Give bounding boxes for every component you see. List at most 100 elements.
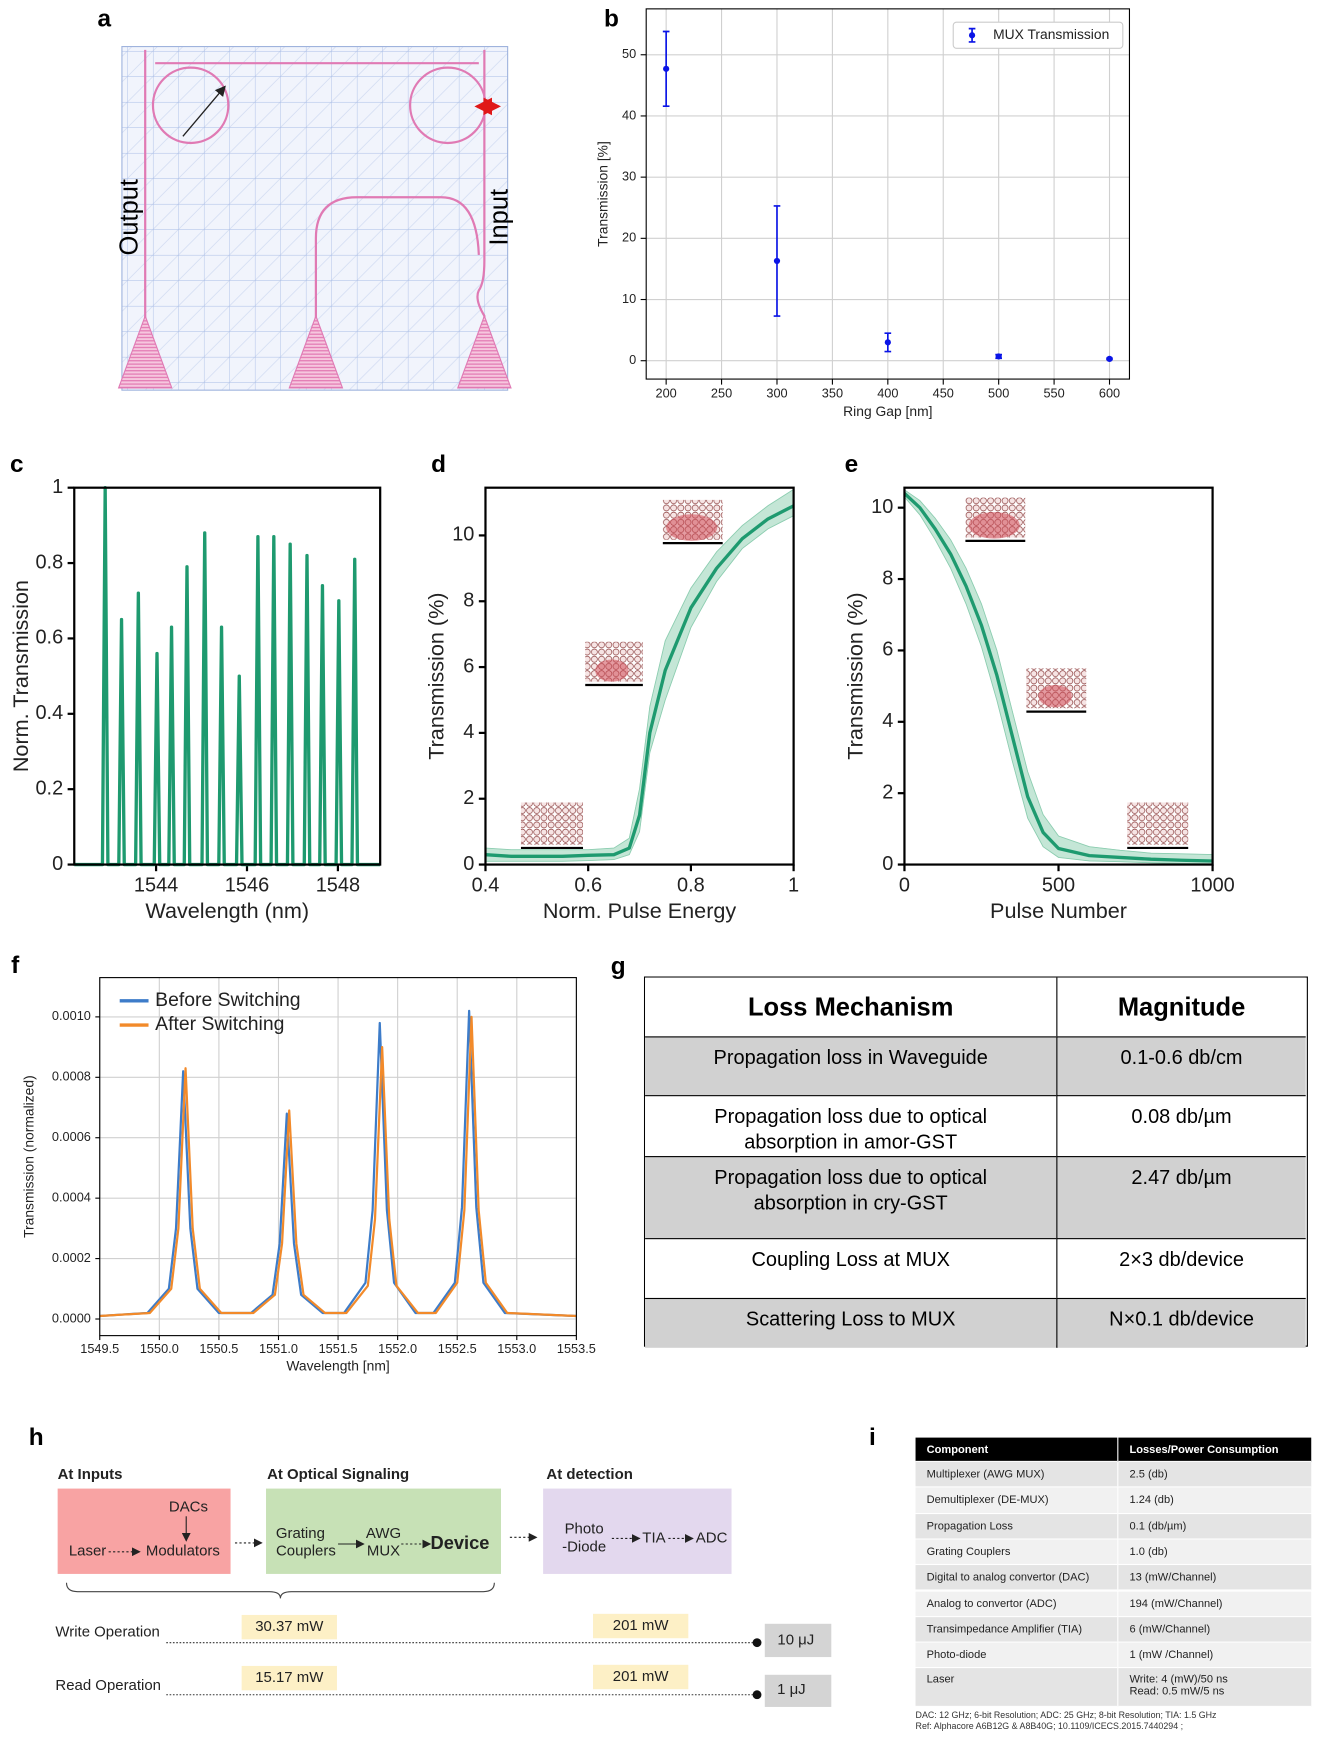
line <box>903 492 1213 863</box>
line <box>485 504 795 858</box>
table-cell: Propagation loss due to optical absorpti… <box>645 1095 1057 1157</box>
y-tick-label: 4 <box>882 710 893 732</box>
table-cell: Transimpedance Amplifier (TIA) <box>915 1616 1118 1643</box>
table-cell: 13 (mW/Channel) <box>1118 1565 1312 1592</box>
table-cell: 1.24 (db) <box>1118 1487 1312 1514</box>
y-tick-label: 0 <box>629 352 636 367</box>
band <box>1089 846 1121 862</box>
panel-h: At Inputs At Optical Signaling At detect… <box>55 1466 832 1707</box>
x-tick-label: 350 <box>822 386 843 401</box>
table-cell: Multiplexer (AWG MUX) <box>915 1461 1118 1488</box>
component-table: Component Losses/Power Consumption Multipl… <box>915 1437 1312 1710</box>
table-note: Ref: Alphacore A6B12G & A8B40G; 10.1109/… <box>915 1721 1184 1732</box>
y-tick-label: 0 <box>882 853 893 875</box>
table-cell: Photo-diode <box>915 1642 1118 1669</box>
table-cell: 194 (mW/Channel) <box>1118 1591 1312 1617</box>
table-cell: 2×3 db/device <box>1056 1238 1306 1298</box>
y-axis-label: Transmission [%] <box>595 141 611 247</box>
block-label: ADC <box>696 1529 728 1546</box>
stage-title: At Inputs <box>58 1466 123 1483</box>
stage-title: At detection <box>546 1466 632 1483</box>
table-cell: 6 (mW/Channel) <box>1118 1616 1312 1643</box>
y-tick-label: 40 <box>622 107 636 122</box>
panel-label: f <box>11 952 20 979</box>
block-label: Device <box>431 1532 490 1553</box>
x-tick-label: 500 <box>1042 874 1075 896</box>
y-tick-label: 0.0008 <box>52 1069 91 1084</box>
operation-end <box>752 1690 762 1700</box>
legend-label: Before Switching <box>155 989 300 1011</box>
table-cell: Analog to convertor (ADC) <box>915 1591 1118 1617</box>
y-tick-label: 0.8 <box>35 551 63 573</box>
x-tick-label: 1550.5 <box>199 1341 238 1356</box>
x-tick-label: 500 <box>988 386 1009 401</box>
stage-box <box>266 1488 501 1574</box>
loss-table: Loss Mechanism Magnitude Propagation loss … <box>643 976 1308 1348</box>
y-tick-label: 10 <box>622 291 636 306</box>
table-cell: 2.5 (db) <box>1118 1461 1312 1488</box>
table-cell: 0.1 (db/µm) <box>1118 1513 1312 1540</box>
x-axis-label: Wavelength [nm] <box>286 1357 389 1373</box>
y-tick-label: 0.2 <box>35 777 63 799</box>
x-tick-label: 300 <box>766 386 787 401</box>
block-label: Photo <box>565 1521 604 1538</box>
x-axis-label: Pulse Number <box>990 898 1127 923</box>
x-axis-label: Ring Gap [nm] <box>843 403 932 419</box>
y-tick-label: 2 <box>882 781 893 803</box>
table-cell: Component <box>915 1437 1118 1462</box>
stage-box <box>57 1488 231 1574</box>
x-tick-label: 450 <box>933 386 954 401</box>
y-tick-label: 1 <box>52 476 63 498</box>
block-label: -Diode <box>562 1538 606 1555</box>
y-tick-label: 10 <box>871 496 893 518</box>
power-value: 201 mW <box>613 1617 670 1634</box>
table-cell: 0.1-0.6 db/cm <box>1056 1036 1306 1096</box>
x-tick-label: 1544 <box>134 874 178 896</box>
x-tick-label: 1551.0 <box>259 1341 298 1356</box>
block-label: AWG <box>366 1525 401 1542</box>
stage-box <box>543 1488 732 1574</box>
table-note: DAC: 12 GHz; 6-bit Resolution; ADC: 25 G… <box>915 1710 1217 1721</box>
grating-coupler <box>456 314 512 389</box>
point <box>995 353 1002 360</box>
x-tick-label: 0.8 <box>677 874 705 896</box>
inset-amorphous <box>520 802 584 845</box>
energy-box <box>764 1674 832 1707</box>
plot-frame <box>645 8 1131 380</box>
legend-label: MUX Transmission <box>993 26 1109 42</box>
table-cell: Propagation loss due to optical absorpti… <box>645 1156 1057 1239</box>
power-value: 15.17 mW <box>255 1669 324 1686</box>
panel-labels: a b c d e f g h i <box>10 5 876 1451</box>
table-cell: 1.0 (db) <box>1118 1539 1312 1566</box>
panel-label: h <box>29 1424 44 1451</box>
plot-frame <box>484 486 795 866</box>
plot-frame <box>903 486 1214 866</box>
panel-label: b <box>604 5 619 32</box>
y-tick-label: 0.0010 <box>52 1008 91 1023</box>
y-tick-label: 0.0000 <box>52 1310 91 1325</box>
waveguides <box>144 49 487 333</box>
power-chip <box>592 1664 689 1690</box>
block-label: DACs <box>169 1498 208 1515</box>
energy-value: 1 μJ <box>777 1681 806 1698</box>
inset-crystal <box>1038 684 1072 708</box>
panel-a: Output Input <box>116 45 514 391</box>
table-cell: 0.08 db/µm <box>1056 1095 1306 1157</box>
y-tick-label: 0.6 <box>35 627 63 649</box>
x-tick-label: 600 <box>1099 386 1120 401</box>
x-tick-label: 1546 <box>225 874 269 896</box>
y-axis-label: Transmission (%) <box>424 592 449 759</box>
block-label: Laser <box>69 1543 106 1560</box>
x-tick-label: 250 <box>711 386 732 401</box>
table-cell: Propagation Loss <box>915 1513 1118 1540</box>
power-chip <box>241 1614 337 1640</box>
band-edge <box>904 496 1213 865</box>
y-tick-label: 0 <box>52 853 63 875</box>
table-cell: Grating Couplers <box>915 1539 1118 1566</box>
table-cell: Propagation loss in Waveguide <box>645 1036 1057 1096</box>
output-label: Output <box>116 179 144 256</box>
point <box>663 65 670 72</box>
y-tick-label: 0 <box>463 853 474 875</box>
legend-marker <box>968 32 976 39</box>
